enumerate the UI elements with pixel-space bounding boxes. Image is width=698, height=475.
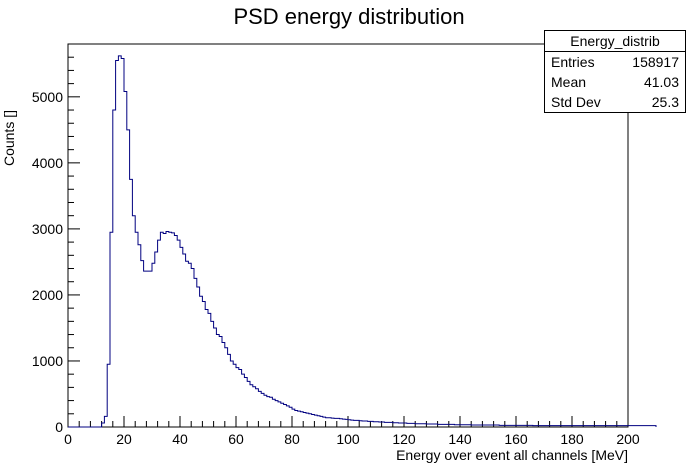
x-tick-label: 140 [448,431,472,447]
stats-label: Std Dev [551,94,601,110]
stats-value: 25.3 [651,94,679,110]
chart-title: PSD energy distribution [233,4,465,29]
x-tick-label: 160 [504,431,528,447]
x-tick-label: 80 [284,431,300,447]
y-tick-label: 0 [55,419,63,435]
stats-value: 158917 [632,54,679,70]
stats-row-entries: Entries 158917 [545,52,685,72]
stats-row-stddev: Std Dev 25.3 [545,92,685,112]
x-tick-label: 0 [64,431,72,447]
stats-row-mean: Mean 41.03 [545,72,685,92]
y-tick-label: 2000 [32,287,63,303]
stats-box-title: Energy_distrib [545,31,685,52]
y-tick-label: 5000 [32,89,63,105]
stats-value: 41.03 [643,74,679,90]
stats-box: Energy_distrib Entries 158917 Mean 41.03… [544,30,686,113]
x-tick-label: 60 [228,431,244,447]
stats-label: Mean [551,74,587,90]
x-tick-label: 120 [392,431,416,447]
x-tick-label: 20 [116,431,132,447]
y-tick-label: 4000 [32,155,63,171]
y-tick-label: 3000 [32,221,63,237]
stats-label: Entries [551,54,595,70]
y-axis-label: Counts [] [1,110,17,166]
x-axis-label: Energy over event all channels [MeV] [396,447,628,463]
x-tick-label: 100 [336,431,360,447]
histogram-line [68,55,657,428]
x-tick-label: 200 [616,431,640,447]
x-tick-label: 180 [560,431,584,447]
x-tick-label: 40 [172,431,188,447]
y-tick-label: 1000 [32,353,63,369]
